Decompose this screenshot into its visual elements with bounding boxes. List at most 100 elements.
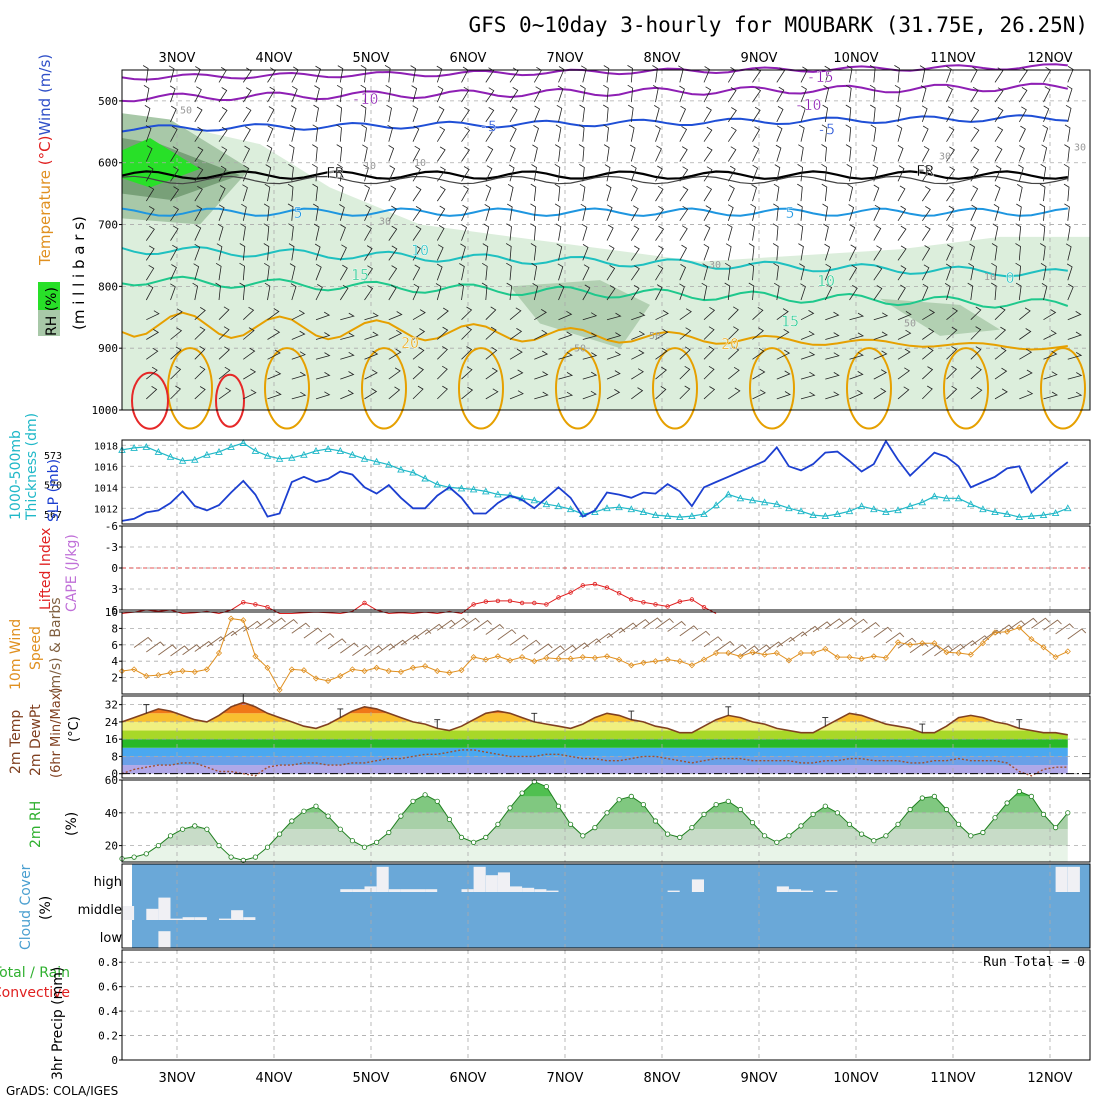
upper-wind-barb xyxy=(630,185,638,202)
upper-wind-barb xyxy=(871,144,878,162)
rh-label-swatch-2 xyxy=(38,310,60,336)
temp-max-bar xyxy=(434,719,441,729)
rh2m-point xyxy=(204,826,210,832)
upper-wind-barb xyxy=(216,243,223,261)
upper-wind-barb xyxy=(218,204,225,221)
wind10m-speed-point xyxy=(931,640,938,647)
upper-wind-barb xyxy=(630,225,640,241)
upper-wind-barb xyxy=(703,146,713,162)
upper-wind-barb xyxy=(388,165,396,182)
upper-wind-barb xyxy=(217,223,224,241)
upper-wind-barb xyxy=(728,366,740,380)
upper-wind-barb xyxy=(655,386,667,400)
upper-wind-barb xyxy=(530,203,536,221)
upper-wind-barb xyxy=(653,105,660,123)
lifted-index-point xyxy=(653,602,658,607)
wind10m-barb xyxy=(218,630,238,642)
upper-wind-barb xyxy=(215,282,221,301)
date-bottom-5NOV: 5NOV xyxy=(353,1071,390,1086)
isotherm-label-14: 20 xyxy=(721,335,739,353)
upper-wind-barb xyxy=(1019,390,1034,400)
upper-wind-barb xyxy=(629,144,636,162)
wind10m-barb xyxy=(643,617,662,629)
wind10m-barb xyxy=(679,625,699,637)
upper-wind-barb xyxy=(578,124,585,142)
upper-wind-barb xyxy=(631,311,646,321)
rh2m-point xyxy=(470,839,477,845)
upper-wind-barb xyxy=(384,65,391,83)
wind10m-speed-point xyxy=(810,649,817,657)
upper-wind-barb xyxy=(461,106,470,123)
upper-wind-barb xyxy=(558,351,573,360)
isotherm-minus5 xyxy=(121,114,1068,133)
cloud-middle-bar xyxy=(194,917,207,920)
upper-wind-barb xyxy=(170,166,179,182)
wind10m-barb xyxy=(461,617,480,629)
thickness-point xyxy=(409,468,417,476)
upper-wind-barb xyxy=(509,369,524,380)
upper-wind-barb xyxy=(509,87,519,103)
upper-wind-barb xyxy=(1065,243,1072,261)
upper-wind-barb xyxy=(970,224,977,241)
temp-max-bar xyxy=(919,723,926,733)
wind10m-barb xyxy=(170,645,189,657)
rh2m-point xyxy=(386,829,392,836)
upper-wind-barb xyxy=(1016,203,1022,221)
upper-wind-barb xyxy=(631,349,645,360)
upper-wind-barb xyxy=(846,164,853,182)
rh-shade-mid-3 xyxy=(880,298,1000,336)
rh2m-point xyxy=(567,821,574,827)
isotherm-freezing xyxy=(121,170,1068,180)
upper-wind-barb xyxy=(290,283,297,301)
upper-wind-barb xyxy=(631,387,644,400)
rh2m-point xyxy=(143,851,149,857)
upper-wind-barb xyxy=(193,263,200,281)
upper-wind-barb xyxy=(461,146,470,162)
rh2m-point xyxy=(992,815,998,821)
date-top-10NOV: 10NOV xyxy=(833,51,878,66)
upper-wind-barb xyxy=(897,145,904,162)
rh-ytick-60: 60 xyxy=(105,774,118,787)
upper-wind-barb xyxy=(506,223,512,241)
wind10m-speed-point xyxy=(761,651,768,658)
thickness-point xyxy=(942,494,951,502)
rh2m-point xyxy=(664,831,671,837)
upper-wind-barb xyxy=(873,184,880,202)
upper-wind-barb xyxy=(800,391,816,400)
upper-wind-barb xyxy=(993,204,1000,221)
wind10m-speed-point xyxy=(422,663,429,670)
thickness-point xyxy=(372,457,381,465)
upper-wind-barb xyxy=(703,224,711,241)
upper-wind-barb xyxy=(970,306,982,320)
rh2m-point xyxy=(919,795,925,801)
upper-wind-barb xyxy=(267,391,282,400)
upper-wind-barb xyxy=(873,204,881,221)
wind10m-speed-point xyxy=(531,658,538,665)
upper-wind-barb xyxy=(821,163,827,182)
upper-wind-barb xyxy=(194,243,201,261)
upper-wind-barb xyxy=(1064,203,1070,221)
lifted-index-point xyxy=(604,585,610,590)
thickness-point xyxy=(482,487,490,495)
upper-wind-barb xyxy=(556,104,563,122)
upper-wind-barb xyxy=(485,165,493,182)
upper-wind-barb xyxy=(242,87,252,103)
upper-wind-barb xyxy=(267,308,280,321)
upper-wind-barb xyxy=(360,65,367,83)
wind10m-speed-point xyxy=(955,649,962,657)
upper-wind-barb xyxy=(364,331,379,340)
wind10m-speed-point xyxy=(894,639,902,646)
thickness-point xyxy=(809,511,817,519)
upper-wind-barb xyxy=(994,87,1004,103)
upper-wind-barb xyxy=(922,385,933,400)
upper-wind-barb xyxy=(485,146,494,162)
thickness-point xyxy=(215,447,223,455)
chart-title: GFS 0~10day 3-hourly for MOUBARK (31.75E… xyxy=(468,13,1088,37)
cloud-high-bar xyxy=(364,886,377,892)
upper-ytick-700: 700 xyxy=(98,219,118,232)
upper-wind-barb xyxy=(897,311,912,321)
upper-wind-barb xyxy=(776,125,783,142)
thickness-point xyxy=(421,474,429,482)
rh-frame xyxy=(121,779,1091,863)
upper-wind-barb xyxy=(145,205,155,222)
